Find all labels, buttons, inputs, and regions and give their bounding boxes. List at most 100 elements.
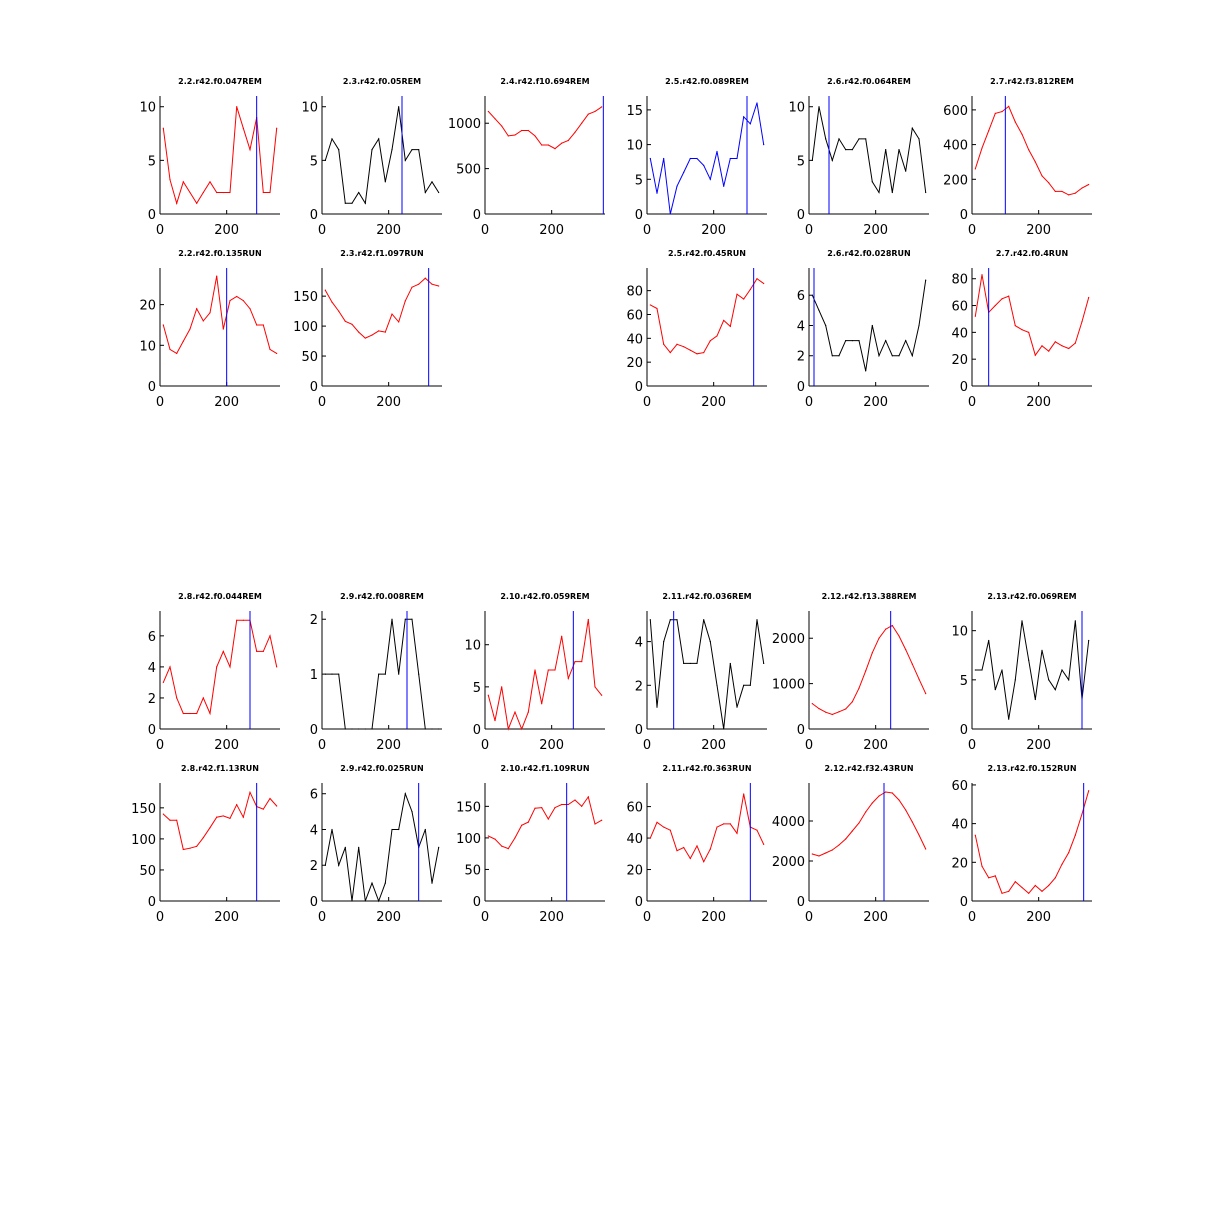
data-point (925, 848, 927, 850)
data-point (527, 711, 529, 713)
data-point (1061, 190, 1063, 193)
data-point (763, 843, 765, 845)
data-point (431, 283, 433, 285)
data-point (1048, 182, 1050, 184)
subplot-title: 2.10.r42.f1.109RUN (500, 764, 589, 773)
y-tick-label: 0 (473, 895, 481, 910)
y-tick-label: 100 (131, 833, 156, 848)
data-point (756, 829, 758, 831)
subplot-title: 2.7.r42.f3.812REM (990, 77, 1074, 86)
y-tick-label: 0 (148, 723, 156, 738)
data-point (974, 315, 976, 317)
data-point (845, 708, 847, 710)
data-point (344, 846, 346, 848)
data-point (398, 106, 400, 108)
data-point (216, 666, 218, 668)
data-point (1034, 698, 1036, 701)
y-tick-label: 10 (464, 639, 481, 654)
data-point (1048, 350, 1050, 352)
y-tick-label: 40 (626, 832, 643, 847)
series-line (649, 102, 765, 215)
subplot-title: 2.11.r42.f0.036REM (662, 592, 751, 601)
y-tick-label: 1000 (772, 678, 805, 693)
data-point (845, 838, 847, 840)
x-tick-label: 0 (156, 910, 164, 925)
data-point (494, 719, 496, 722)
y-tick-label: 5 (960, 674, 968, 689)
data-point (1028, 149, 1030, 151)
data-point (825, 852, 827, 854)
y-tick-label: 0 (635, 380, 643, 395)
data-point (176, 202, 178, 204)
data-point (601, 106, 603, 108)
data-point (587, 796, 589, 798)
subplot: 2.13.r42.f0.152RUN 0 20 40 60 0 200 (951, 764, 1092, 925)
data-point (364, 202, 366, 204)
y-tick-label: 0 (635, 895, 643, 910)
data-point (905, 809, 907, 811)
y-tick-label: 2 (310, 613, 318, 628)
subplot-title: 2.8.r42.f1.13RUN (181, 764, 259, 773)
data-point (1028, 892, 1030, 894)
data-point (378, 900, 380, 902)
data-point (871, 802, 873, 804)
data-point (709, 640, 711, 643)
data-point (871, 652, 873, 654)
data-point (501, 686, 503, 688)
x-tick-label: 0 (156, 395, 164, 410)
data-point (689, 349, 691, 351)
data-point (391, 828, 393, 831)
x-tick-label: 200 (1026, 223, 1051, 238)
data-point (1048, 679, 1050, 681)
data-point (554, 807, 556, 809)
data-point (487, 694, 489, 696)
x-tick-label: 0 (318, 738, 326, 753)
y-tick-label: 0 (148, 895, 156, 910)
data-point (411, 811, 413, 813)
data-point (905, 340, 907, 342)
data-point (756, 102, 758, 104)
subplot: 2.11.r42.f0.036REM 0 2 4 0 200 (635, 592, 767, 753)
x-tick-label: 200 (863, 395, 888, 410)
data-point (865, 670, 867, 672)
x-tick-label: 200 (1026, 395, 1051, 410)
data-point (242, 816, 244, 818)
data-point (878, 795, 880, 797)
data-point (1034, 884, 1036, 887)
data-point (236, 804, 238, 806)
data-point (561, 635, 563, 637)
data-point (1088, 183, 1090, 186)
data-point (338, 149, 340, 151)
data-point (656, 821, 658, 823)
y-tick-label: 6 (797, 289, 805, 304)
data-point (222, 191, 224, 194)
data-point (189, 712, 191, 715)
data-point (534, 807, 536, 809)
x-tick-label: 200 (214, 738, 239, 753)
data-point (891, 792, 893, 794)
x-tick-label: 0 (643, 395, 651, 410)
data-point (885, 791, 887, 793)
data-point (371, 882, 373, 884)
data-point (689, 857, 691, 860)
data-point (196, 845, 198, 847)
data-point (1088, 296, 1090, 299)
x-tick-label: 200 (1026, 910, 1051, 925)
data-point (649, 619, 651, 621)
y-tick-label: 2 (148, 692, 156, 707)
data-point (858, 138, 860, 140)
y-tick-label: 50 (139, 864, 156, 879)
data-point (216, 816, 218, 818)
data-point (424, 828, 426, 831)
y-tick-label: 60 (951, 300, 968, 315)
x-tick-label: 200 (376, 395, 401, 410)
y-tick-label: 5 (473, 681, 481, 696)
data-point (743, 298, 745, 300)
data-point (1021, 329, 1023, 331)
data-point (338, 673, 340, 675)
series-line (162, 276, 277, 355)
series-line (974, 790, 1090, 895)
data-point (601, 819, 603, 821)
y-tick-label: 150 (456, 800, 481, 815)
subplot-title: 2.3.r42.f1.097RUN (340, 249, 423, 258)
